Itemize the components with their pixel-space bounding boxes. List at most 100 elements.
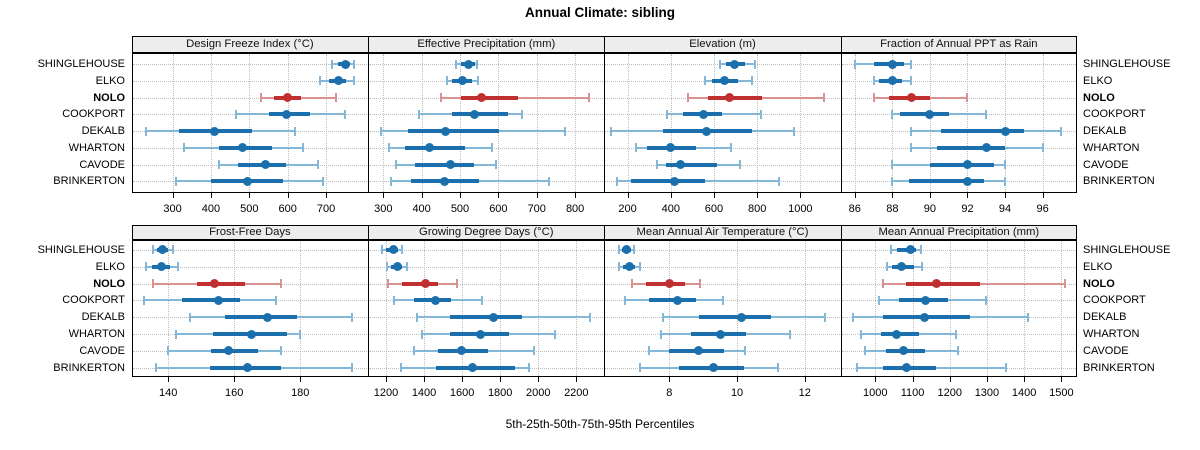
axis-tick-label: 200 [618, 202, 637, 215]
whisker-cap [177, 262, 180, 272]
gridline-v [737, 241, 739, 376]
axis-tick [929, 193, 931, 199]
site-label-right: WHARTON [1083, 141, 1140, 154]
whisker-cap [890, 245, 893, 255]
gridline-v [1005, 54, 1007, 193]
median-dot [237, 143, 247, 153]
median-dot [725, 93, 735, 103]
whisker-cap [439, 93, 442, 103]
gridline-v [986, 241, 988, 376]
axis-tick-label: 8 [666, 386, 673, 399]
gridline-h [605, 283, 840, 285]
median-dot [467, 363, 477, 373]
axis-tick [575, 193, 577, 199]
strip-row-frame [131, 36, 1077, 54]
gridline-v [949, 241, 951, 376]
whisker-cap [856, 363, 859, 373]
site-label-right: SHINGLEHOUSE [1083, 58, 1171, 70]
whisker-cap [330, 59, 333, 69]
gridline-h [605, 249, 840, 251]
whisker-cap [610, 126, 613, 136]
site-label-left: NOLO [93, 277, 125, 290]
axis-tick [627, 193, 629, 199]
axis-tick-label: 1200 [937, 386, 962, 399]
whisker-cap [632, 245, 635, 255]
whisker-cap [400, 363, 403, 373]
median-dot [698, 109, 708, 119]
whisker-cap [882, 279, 885, 289]
site-label-left: SHINGLEHOUSE [37, 243, 125, 256]
median-dot [906, 93, 916, 103]
whisker-cap [532, 346, 535, 356]
iqr-bar [698, 315, 771, 320]
whisker-cap [494, 160, 497, 170]
whisker-cap [956, 346, 959, 356]
whisker-cap [778, 176, 781, 186]
gridline-v [892, 54, 894, 193]
site-label-left: BRINKERTON [53, 361, 125, 374]
median-dot [158, 245, 168, 255]
iqr-bar [450, 315, 522, 320]
whisker-cap [456, 279, 459, 289]
axis-tick [462, 377, 464, 382]
gridline-v [538, 241, 540, 376]
gridline-h [132, 266, 368, 268]
iqr-bar [929, 162, 994, 167]
whisker-cap [395, 160, 398, 170]
axis-tick-label: 800 [565, 202, 585, 215]
whisker-cap [1041, 143, 1044, 153]
iqr-bar [631, 179, 705, 184]
axis-tick [424, 377, 426, 382]
whisker-cap [587, 93, 590, 103]
site-label-left: NOLO [93, 91, 125, 104]
axis-tick-label: 1100 [900, 386, 925, 399]
site-label-left: ELKO [95, 74, 125, 87]
axis-tick [498, 193, 500, 199]
axis-tick-label: 500 [240, 202, 259, 215]
strip-label: Growing Degree Days (°C) [419, 226, 554, 238]
whisker-cap [490, 143, 493, 153]
gridline-h [841, 249, 1076, 251]
gridline-v [500, 241, 502, 376]
iqr-bar [408, 129, 499, 134]
axis-tick [460, 193, 461, 199]
axis-tick [713, 193, 715, 199]
median-dot [242, 176, 252, 186]
median-dot [622, 245, 632, 255]
whisker-cap [445, 76, 448, 86]
median-dot [625, 262, 635, 272]
whisker-cap [417, 109, 420, 119]
iqr-bar [460, 95, 519, 100]
whisker-cap [293, 126, 296, 136]
whisker-cap [699, 279, 702, 289]
axis-tick-label: 800 [747, 202, 767, 215]
median-dot [902, 363, 912, 373]
panel-divider [368, 240, 370, 377]
whisker-cap [721, 295, 724, 305]
gridline-v [210, 54, 212, 193]
gridline-h [841, 334, 1076, 336]
whisker-cap [750, 76, 753, 86]
whisker-cap [660, 329, 663, 339]
whisker-cap [175, 329, 178, 339]
iqr-bar [909, 179, 985, 184]
gridline-v [249, 54, 251, 193]
axis-tick-label: 180 [291, 386, 310, 399]
axis-tick-label: 86 [848, 202, 861, 215]
gridline-v [424, 241, 426, 376]
axis-tick [172, 193, 174, 199]
whisker-cap [703, 76, 706, 86]
axis-tick [669, 377, 671, 382]
gridline-v [1042, 54, 1044, 193]
median-dot [445, 160, 455, 170]
axis-tick [967, 193, 969, 199]
whisker-cap [298, 329, 301, 339]
iqr-bar [452, 112, 508, 117]
whisker-cap [353, 76, 356, 86]
whisker-cap [520, 109, 523, 119]
whisker-cap [738, 160, 741, 170]
strip-divider [840, 224, 842, 241]
axis-tick [804, 377, 806, 382]
gridline-h [132, 80, 368, 82]
whisker-cap [665, 109, 668, 119]
